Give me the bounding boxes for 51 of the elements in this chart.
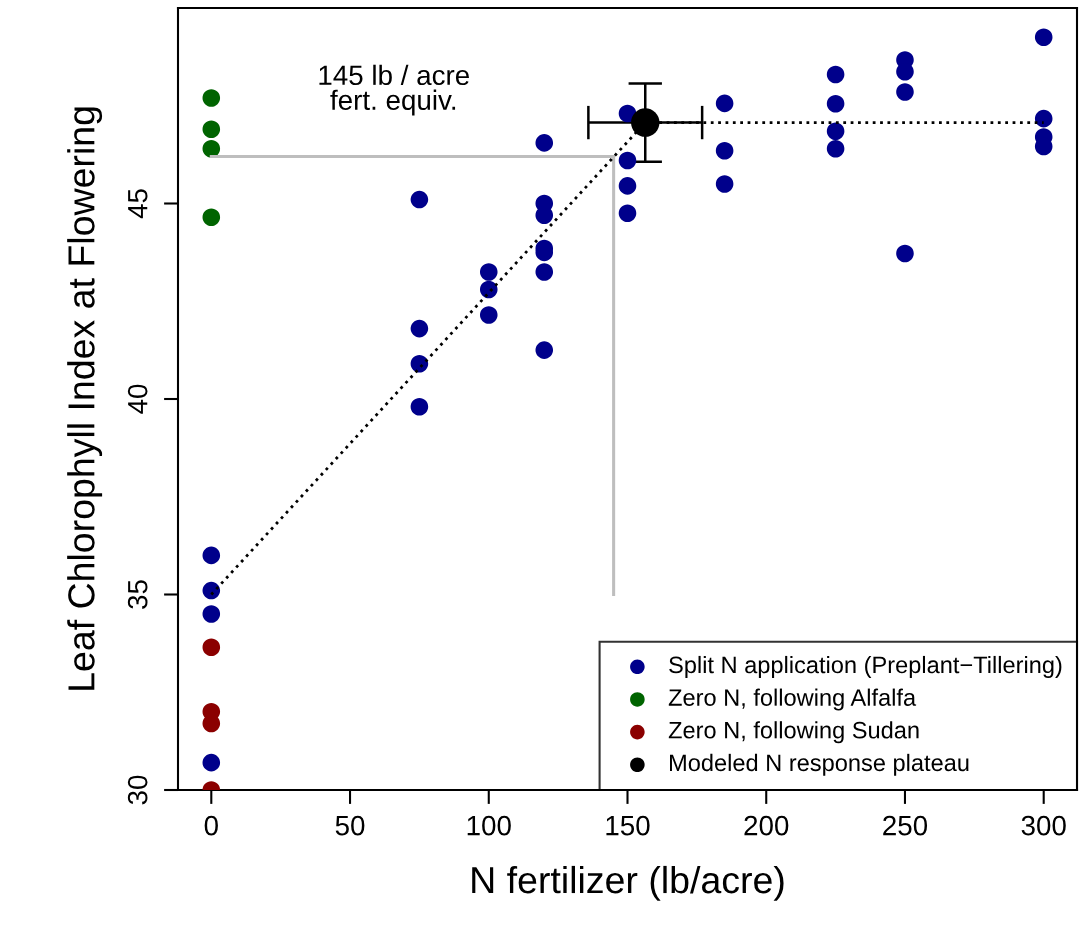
point [202, 753, 221, 772]
legend-label: Split N application (Preplant−Tillering) [669, 655, 1062, 678]
point [826, 65, 845, 84]
y-tick-label: 30 [127, 775, 148, 805]
point [631, 108, 660, 137]
x-tick-label: 250 [883, 815, 928, 836]
point [618, 151, 637, 170]
point [715, 94, 734, 113]
point [202, 581, 221, 600]
point [826, 122, 845, 140]
legend-label: Modeled N response plateau [670, 753, 969, 776]
x-tick-label: 200 [744, 815, 789, 836]
point [896, 244, 914, 263]
point [479, 280, 498, 299]
x-tick-label: 50 [335, 815, 365, 836]
y-axis-title: Leaf Chlorophyll Index at Flowering [67, 107, 103, 690]
point [535, 341, 554, 359]
point [826, 139, 845, 158]
annotation: 145 lb / acre fert. equiv. [319, 64, 469, 116]
point [410, 319, 429, 338]
y-tick-label: 35 [127, 580, 148, 609]
y-tick-label: 45 [128, 189, 148, 219]
y-tick-label: 40 [127, 384, 148, 414]
point [715, 175, 734, 193]
point [410, 398, 429, 416]
point [202, 546, 221, 565]
point [202, 89, 221, 107]
legend-label: Zero N, following Alfalfa [668, 688, 917, 711]
point [202, 139, 221, 158]
point [1034, 109, 1053, 128]
point [618, 177, 637, 195]
point [202, 638, 221, 657]
point [896, 83, 914, 101]
x-tick-label: 300 [1021, 815, 1066, 836]
point [535, 263, 554, 281]
point [618, 204, 637, 223]
point [410, 190, 429, 209]
point [202, 120, 221, 138]
point [1034, 28, 1053, 47]
point [535, 134, 554, 152]
point [479, 263, 498, 281]
x-tick-label: 150 [606, 815, 650, 836]
point [479, 306, 498, 324]
x-tick-label: 100 [467, 815, 511, 836]
x-tick-label: 0 [204, 815, 218, 836]
x-axis-title: N fertilizer (lb/acre) [472, 865, 784, 901]
point [202, 605, 221, 623]
legend-label: Zero N, following Sudan [668, 721, 919, 744]
point [202, 208, 221, 226]
point [715, 141, 734, 160]
point [826, 95, 845, 113]
